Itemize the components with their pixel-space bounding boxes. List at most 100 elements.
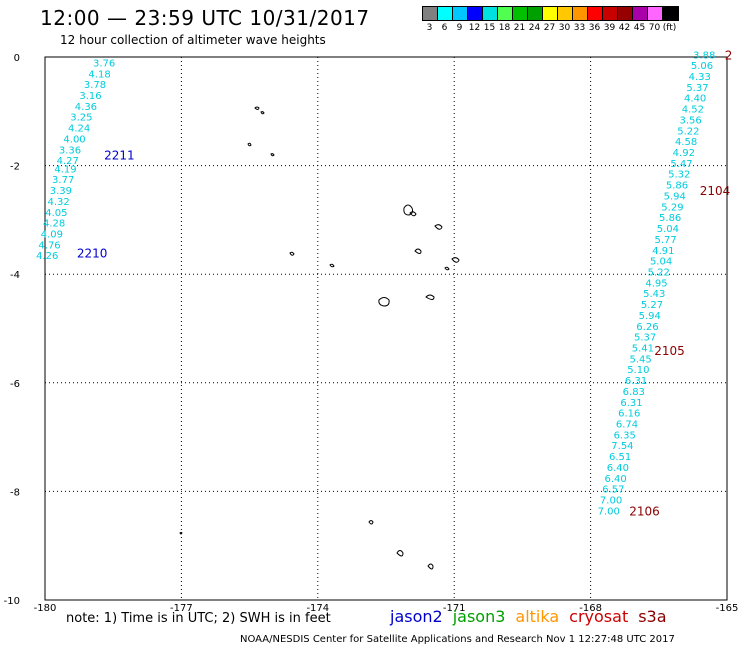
wave-height-value: 4.40 bbox=[684, 94, 706, 105]
wave-height-value: 4.76 bbox=[38, 240, 60, 251]
legend-swatch bbox=[468, 7, 483, 20]
legend-swatch bbox=[543, 7, 558, 20]
legend-label: 21 bbox=[513, 23, 526, 33]
wave-height-value: 5.94 bbox=[664, 191, 686, 202]
satellite-name: altika bbox=[515, 607, 560, 626]
wave-height-value: 5.29 bbox=[661, 202, 683, 213]
islands bbox=[179, 106, 460, 570]
y-tick-label: -8 bbox=[10, 487, 20, 498]
altimeter-tracks: 3.764.183.783.164.363.254.244.003.364.27… bbox=[36, 50, 715, 517]
legend-label: 30 bbox=[558, 23, 571, 33]
legend-label: 24 bbox=[528, 23, 541, 33]
wave-height-value: 4.24 bbox=[68, 124, 90, 135]
wave-height-value: 4.91 bbox=[652, 246, 674, 257]
legend-swatch bbox=[483, 7, 498, 20]
x-tick-label: -174 bbox=[306, 603, 329, 614]
legend-label: 9 bbox=[456, 23, 463, 33]
legend-label: 27 bbox=[543, 23, 556, 33]
wave-height-value: 3.39 bbox=[50, 186, 72, 197]
legend-color-bar bbox=[422, 6, 679, 21]
legend-label: 18 bbox=[498, 23, 511, 33]
wave-height-value: 5.04 bbox=[657, 224, 679, 235]
island bbox=[434, 224, 443, 230]
wave-height-value: 5.22 bbox=[648, 267, 670, 278]
legend-label: 45 bbox=[633, 23, 646, 33]
island bbox=[444, 266, 450, 271]
island bbox=[396, 550, 404, 557]
wave-height-value: 3.78 bbox=[84, 80, 106, 91]
wave-height-value: 4.00 bbox=[63, 134, 85, 145]
footnote: note: 1) Time is in UTC; 2) SWH is in fe… bbox=[66, 611, 331, 626]
wave-height-value: 6.26 bbox=[636, 322, 658, 333]
legend-swatch bbox=[423, 7, 438, 20]
color-legend: 3 6 9 12 15 18 21 24 27 30 33 36 39 42 45 70 (ft) bbox=[422, 6, 679, 33]
wave-height-value: 5.43 bbox=[643, 289, 665, 300]
island bbox=[451, 257, 460, 263]
y-tick-label: -10 bbox=[4, 596, 20, 607]
wave-height-value: 4.36 bbox=[75, 102, 97, 113]
legend-swatch bbox=[618, 7, 633, 20]
wave-height-value: 6.51 bbox=[609, 452, 631, 463]
pass-time-label: 2 bbox=[725, 48, 733, 62]
wave-height-value: 3.36 bbox=[59, 145, 81, 156]
island bbox=[179, 532, 183, 535]
wave-height-value: 5.32 bbox=[668, 170, 690, 181]
wave-height-value: 4.09 bbox=[41, 229, 63, 240]
legend-swatch bbox=[663, 7, 678, 20]
wave-height-value: 5.86 bbox=[659, 213, 681, 224]
wave-height-value: 5.47 bbox=[670, 159, 692, 170]
satellite-name: s3a bbox=[638, 607, 667, 626]
pass-time-label: 2210 bbox=[77, 246, 108, 260]
wave-height-value: 3.56 bbox=[679, 115, 701, 126]
legend-swatch bbox=[633, 7, 648, 20]
wave-height-value: 7.00 bbox=[598, 506, 620, 517]
wave-height-value: 5.45 bbox=[629, 354, 651, 365]
legend-label: 15 bbox=[483, 23, 496, 33]
legend-swatch bbox=[453, 7, 468, 20]
wave-height-value: 4.95 bbox=[645, 278, 667, 289]
island bbox=[247, 142, 252, 147]
legend-swatch bbox=[573, 7, 588, 20]
satellite-name: jason3 bbox=[452, 607, 506, 626]
y-tick-label: 0 bbox=[14, 53, 20, 64]
legend-swatch bbox=[498, 7, 513, 20]
island bbox=[378, 297, 390, 307]
wave-height-value: 4.58 bbox=[675, 137, 697, 148]
pass-time-label: 2106 bbox=[629, 504, 660, 518]
wave-height-value: 4.28 bbox=[43, 219, 65, 230]
satellite-name: jason2 bbox=[390, 607, 443, 626]
wave-height-value: 4.33 bbox=[689, 72, 711, 83]
wave-height-value: 4.26 bbox=[36, 251, 58, 262]
legend-label: 33 bbox=[573, 23, 586, 33]
map-grid bbox=[45, 57, 727, 600]
island bbox=[409, 211, 417, 217]
legend-swatch bbox=[603, 7, 618, 20]
wave-height-value: 3.25 bbox=[70, 113, 92, 124]
pass-time-labels: 2211 2210 2104 2105 2106 2 bbox=[77, 48, 733, 518]
wave-height-value: 5.27 bbox=[641, 300, 663, 311]
wave-height-value: 6.31 bbox=[620, 398, 642, 409]
wave-height-value: 4.18 bbox=[88, 69, 110, 80]
wave-height-value: 6.35 bbox=[614, 430, 636, 441]
x-tick-label: -180 bbox=[34, 603, 57, 614]
wave-height-value: 4.05 bbox=[45, 208, 67, 219]
legend-label: 39 bbox=[603, 23, 616, 33]
legend-swatch bbox=[558, 7, 573, 20]
map-title: 12:00 — 23:59 UTC 10/31/2017 bbox=[40, 6, 370, 30]
wave-height-value: 5.86 bbox=[666, 181, 688, 192]
wave-height-value: 3.77 bbox=[52, 175, 74, 186]
island bbox=[329, 263, 335, 268]
wave-height-value: 4.27 bbox=[57, 156, 79, 167]
legend-swatch bbox=[438, 7, 453, 20]
legend-label: 42 bbox=[618, 23, 631, 33]
x-tick-label: -171 bbox=[443, 603, 466, 614]
y-tick-label: -2 bbox=[10, 162, 20, 173]
wave-height-value: 7.00 bbox=[600, 496, 622, 507]
wave-height-value: 6.40 bbox=[607, 463, 629, 474]
island bbox=[260, 111, 265, 115]
legend-label: 70 bbox=[648, 23, 661, 33]
wave-height-value: 7.54 bbox=[611, 441, 633, 452]
legend-label: 3 bbox=[426, 23, 433, 33]
wave-height-value: 4.52 bbox=[682, 105, 704, 116]
wave-height-value: 5.22 bbox=[677, 126, 699, 137]
